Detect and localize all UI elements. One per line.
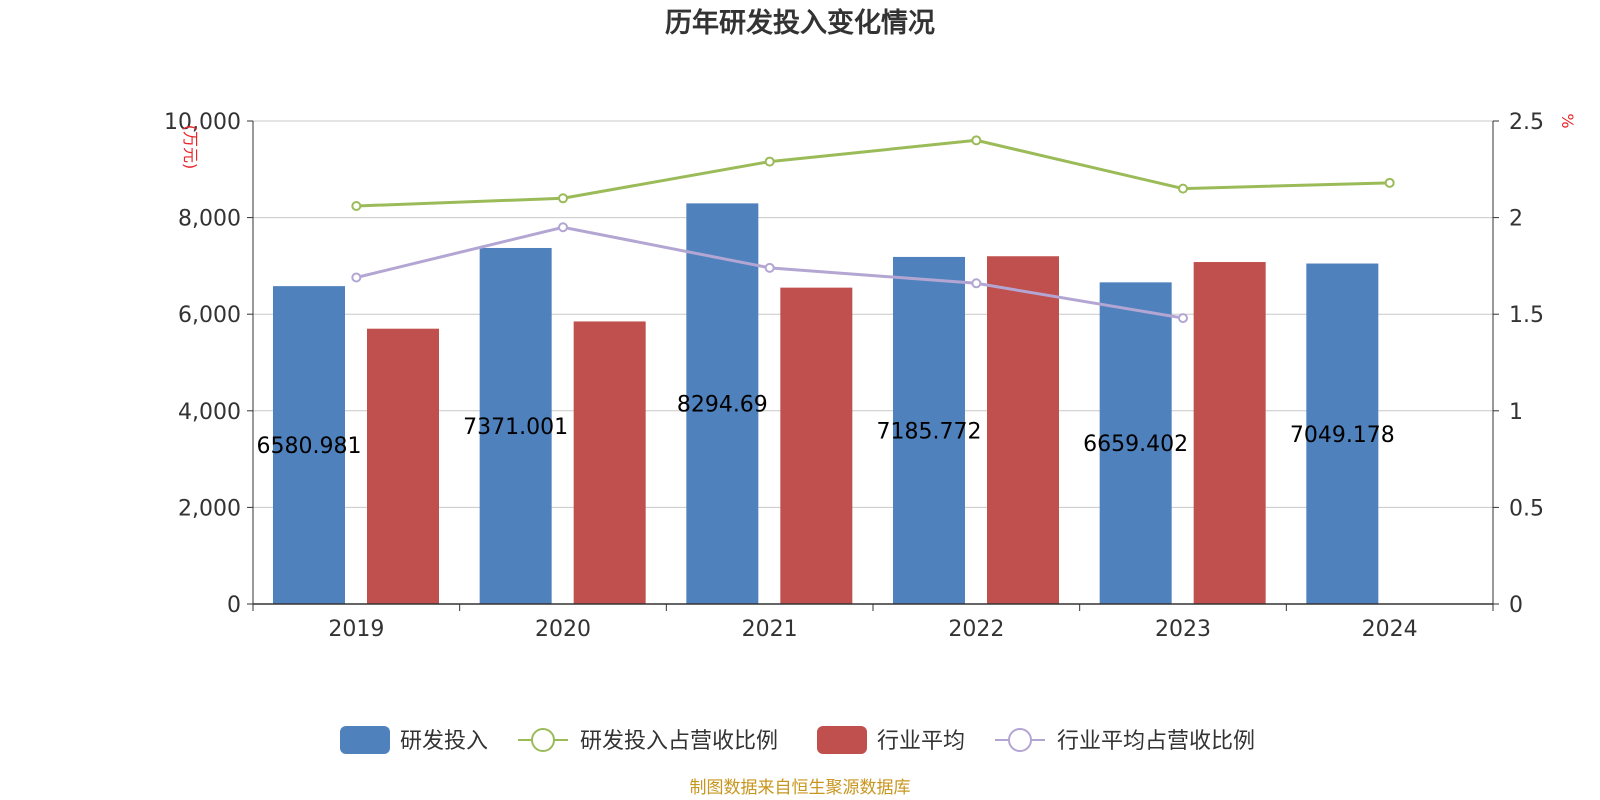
right-axis-unit: % (1558, 113, 1577, 128)
source-note: 制图数据来自恒生聚源数据库 (690, 778, 911, 798)
right-tick-label: 0 (1509, 593, 1523, 618)
legend-marker (1008, 728, 1032, 752)
bar (1306, 263, 1379, 604)
data-labels: 6580.981 7371.001 8294.69 7185.772 6659.402 7… (257, 393, 1395, 459)
left-tick-label: 2,000 (178, 496, 241, 521)
bar-value-label: 8294.69 (677, 393, 768, 418)
line-point (971, 135, 982, 146)
left-tick-label: 10,000 (164, 110, 241, 135)
legend: 研发投入 研发投入占营收比例 行业平均 行业平均占营收比例 (340, 726, 1255, 754)
legend-label: 行业平均 (877, 729, 965, 754)
right-tick-label: 1.5 (1509, 303, 1544, 328)
lines (351, 135, 1395, 324)
left-axis-unit: (万元) (181, 125, 200, 170)
line-point (558, 222, 568, 233)
x-tick-label: 2024 (1362, 617, 1418, 642)
axes: 0 2,000 4,000 6,000 8,000 10,000 0 0.5 1 1.5 2 2.5 2… (164, 110, 1544, 642)
left-tick-label: 4,000 (178, 400, 241, 425)
left-tick-label: 8,000 (178, 207, 241, 232)
right-tick-label: 2.5 (1509, 110, 1544, 135)
legend-marker (531, 728, 555, 752)
bar (273, 286, 345, 604)
bar (686, 203, 759, 605)
bar-value-label: 6580.981 (257, 434, 362, 459)
bars (273, 203, 1379, 605)
line-point (764, 262, 775, 273)
line-point (351, 201, 362, 212)
bar-value-label: 7185.772 (877, 419, 982, 444)
bar-value-label: 7371.001 (463, 415, 568, 440)
right-tick-label: 0.5 (1509, 496, 1544, 521)
bar (367, 328, 439, 604)
legend-label: 研发投入 (400, 729, 488, 754)
bar (1099, 282, 1172, 604)
bar-value-label: 6659.402 (1083, 432, 1188, 457)
bar (893, 256, 965, 604)
line-point (971, 278, 982, 289)
left-tick-label: 0 (227, 593, 241, 618)
grid (253, 120, 1493, 508)
bar (780, 287, 853, 604)
legend-label: 行业平均占营收比例 (1057, 729, 1255, 754)
chart-title: 历年研发投入变化情况 (665, 7, 935, 39)
line-point (558, 193, 568, 204)
x-tick-label: 2021 (742, 617, 798, 642)
x-tick-label: 2020 (535, 617, 591, 642)
bar (1193, 262, 1266, 604)
bar (479, 247, 552, 604)
x-tick-label: 2019 (328, 617, 384, 642)
x-tick-label: 2022 (948, 617, 1004, 642)
legend-swatch (340, 726, 390, 754)
legend-label: 研发投入占营收比例 (580, 729, 778, 754)
right-tick-label: 1 (1509, 400, 1523, 425)
left-tick-label: 6,000 (178, 303, 241, 328)
line-point (1178, 183, 1188, 194)
x-tick-label: 2023 (1155, 617, 1211, 642)
line-point (351, 272, 362, 283)
line-point (764, 156, 775, 167)
line-point (1178, 313, 1188, 324)
line-point (1384, 177, 1395, 188)
bar (987, 256, 1059, 604)
legend-swatch (817, 726, 867, 754)
bar-value-label: 7049.178 (1290, 423, 1395, 448)
right-tick-label: 2 (1509, 207, 1523, 232)
bar (573, 321, 646, 604)
series-line (356, 138, 1390, 208)
